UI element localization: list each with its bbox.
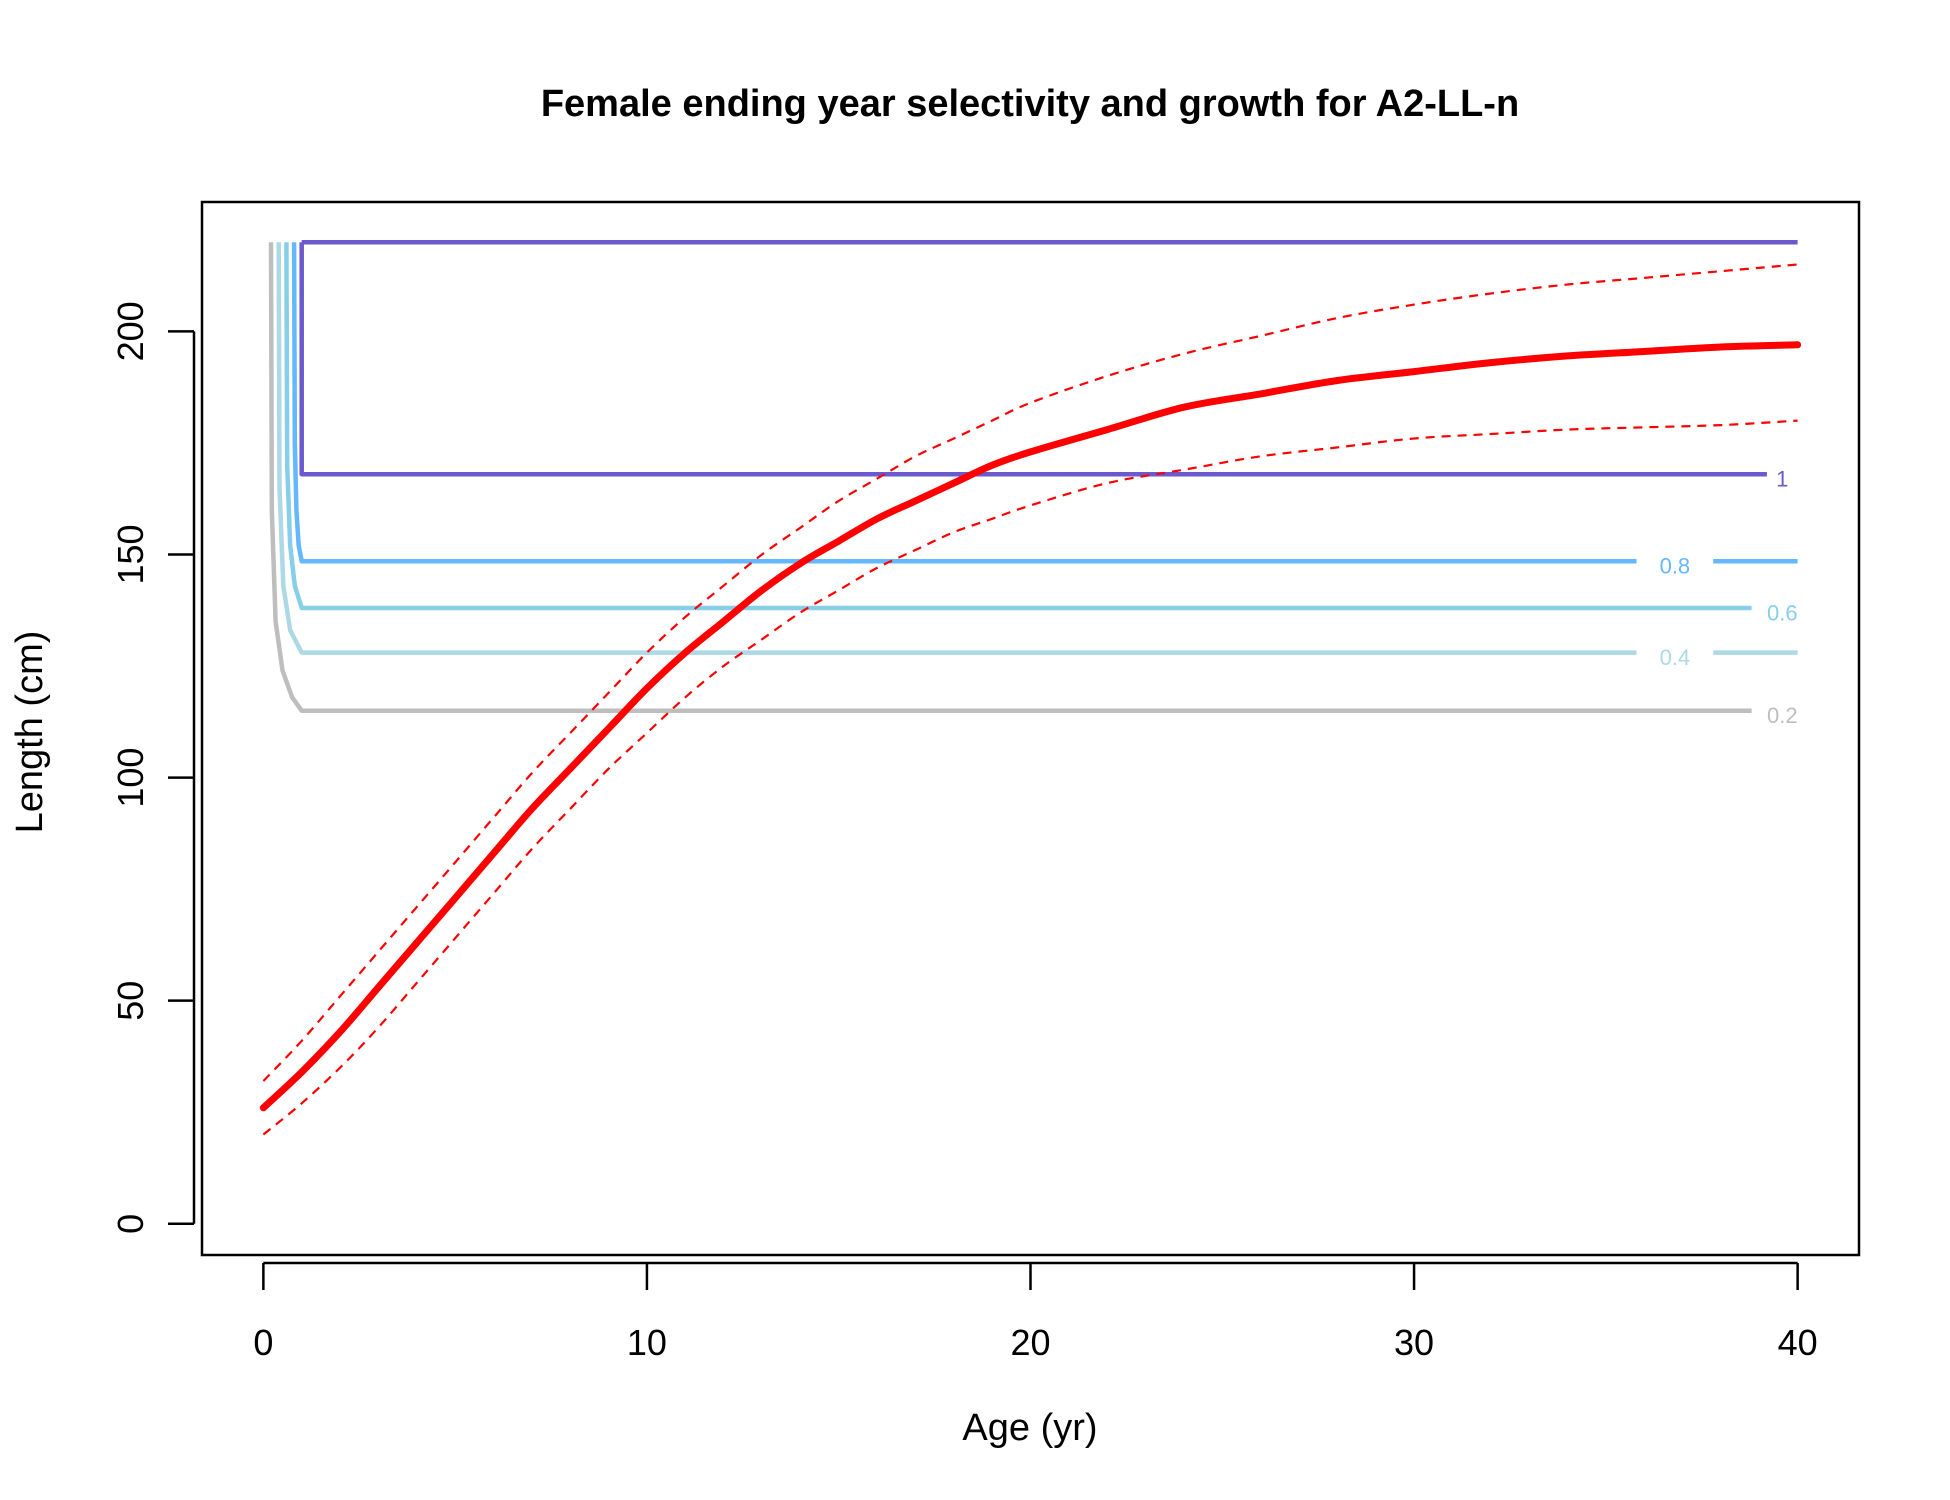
growth-mean-line <box>259 341 1802 1112</box>
contour-line-0.6 <box>284 242 1752 611</box>
y-tick-label: 200 <box>110 301 151 361</box>
y-tick-label: 50 <box>110 981 151 1021</box>
y-tick-label: 0 <box>110 1214 151 1234</box>
growth-lower-ci-line <box>262 419 1798 1136</box>
y-axis: 0 50 100 150 200 <box>110 301 196 1234</box>
chart-title: Female ending year selectivity and growt… <box>541 83 1519 125</box>
contour-label-1: 1 <box>1776 467 1788 492</box>
y-axis-label: Length (cm) <box>9 631 51 834</box>
plot-frame <box>200 200 1861 1257</box>
contour-line-0.8 <box>291 242 1637 564</box>
growth-curves <box>259 263 1802 1136</box>
x-tick-label: 30 <box>1394 1322 1434 1363</box>
x-tick-label: 0 <box>253 1322 273 1363</box>
x-tick-label: 20 <box>1010 1322 1050 1363</box>
growth-upper-ci-line <box>262 263 1798 1082</box>
y-tick-label: 150 <box>110 524 151 584</box>
selectivity-contours: 1 0.8 0.6 0.4 0.2 <box>268 239 1798 728</box>
contour-line-0.2 <box>268 242 1752 713</box>
contour-label-0.2: 0.2 <box>1767 703 1798 728</box>
contour-line-1 <box>299 242 1767 477</box>
contour-label-0.8: 0.8 <box>1660 554 1691 579</box>
contour-line-0.4 <box>276 242 1637 655</box>
x-axis-label: Age (yr) <box>962 1407 1097 1449</box>
contour-label-0.4: 0.4 <box>1660 645 1691 670</box>
y-tick-label: 100 <box>110 748 151 808</box>
x-axis: 0 10 20 30 40 <box>253 1261 1818 1363</box>
contour-label-0.6: 0.6 <box>1767 600 1798 625</box>
x-tick-label: 40 <box>1778 1322 1818 1363</box>
x-tick-label: 10 <box>627 1322 667 1363</box>
